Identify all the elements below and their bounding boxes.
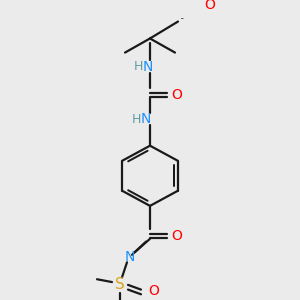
Text: N: N: [143, 60, 153, 74]
Text: O: O: [172, 88, 182, 102]
Text: O: O: [148, 284, 159, 298]
Text: N: N: [125, 250, 135, 264]
Text: H: H: [131, 113, 141, 126]
Text: H: H: [133, 60, 143, 73]
Text: O: O: [172, 229, 182, 243]
Text: N: N: [141, 112, 151, 126]
Text: O: O: [205, 0, 215, 12]
Text: S: S: [115, 278, 125, 292]
